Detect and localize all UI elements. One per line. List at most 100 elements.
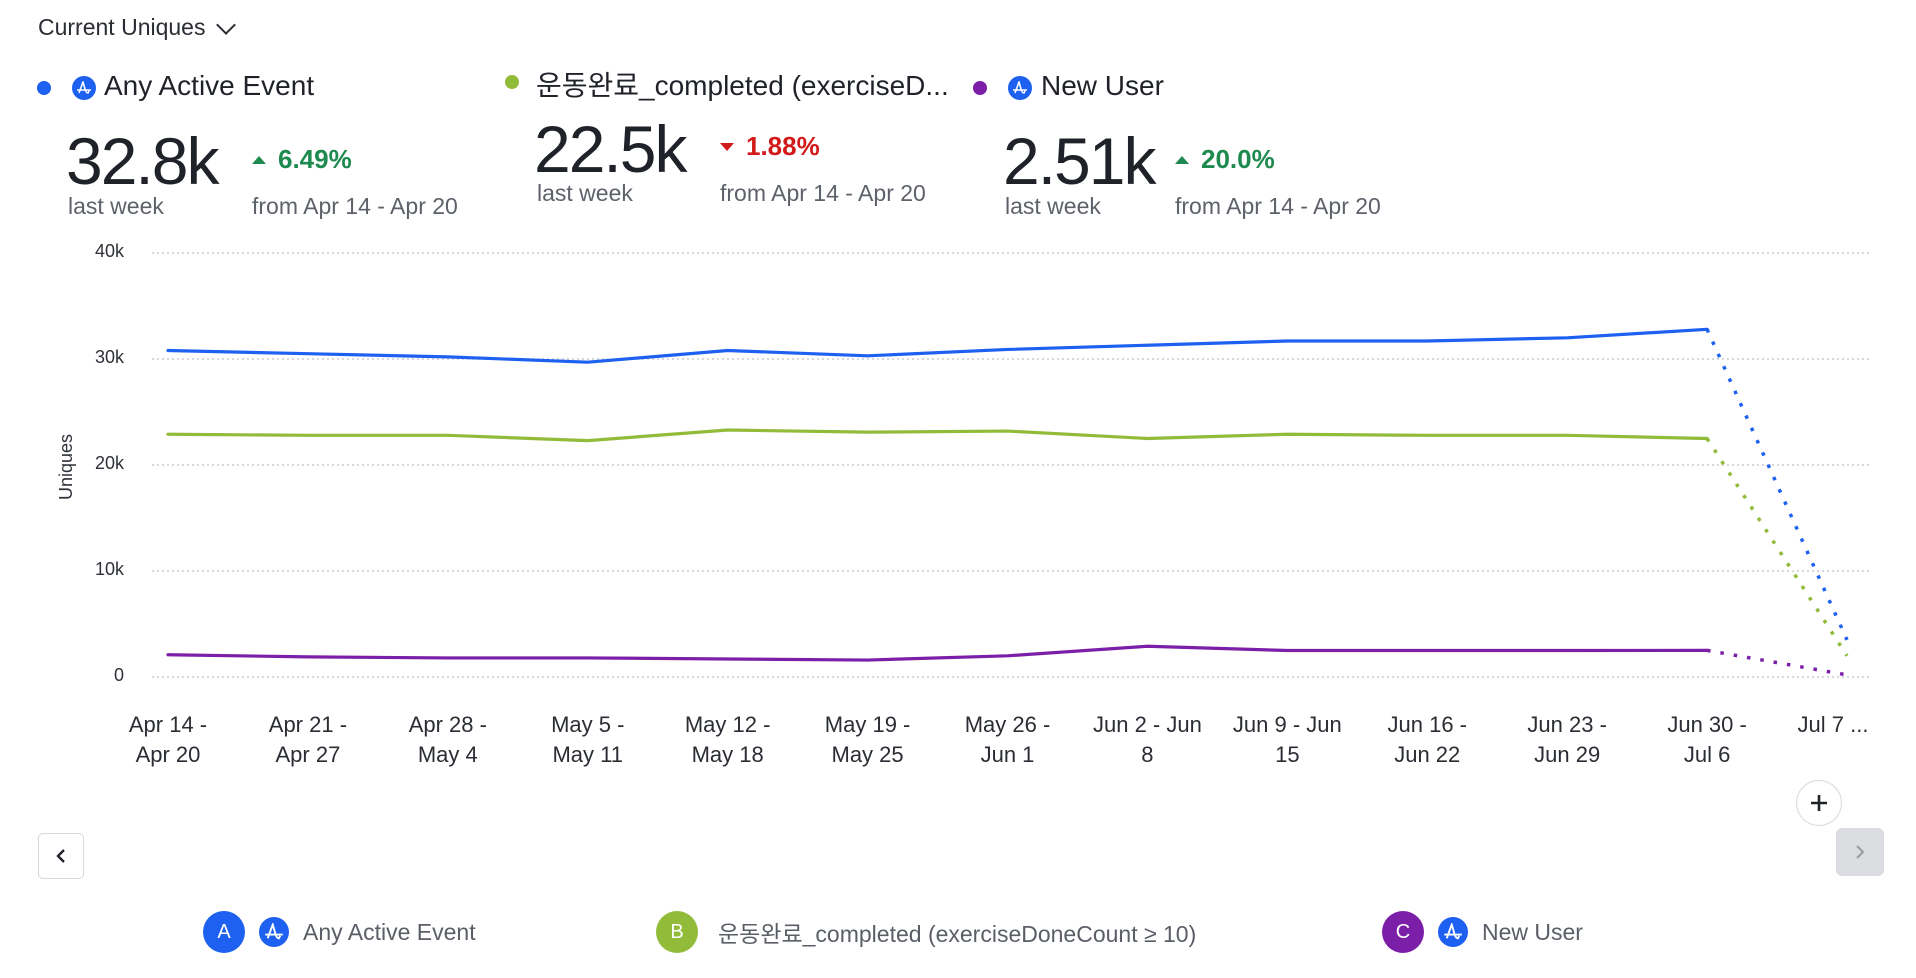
x-tick-label: Jun 30 - Jul 6 — [1667, 712, 1747, 767]
next-page-button[interactable] — [1836, 828, 1884, 876]
data-point[interactable] — [163, 346, 173, 356]
metric-change-value: 1.88% — [746, 131, 820, 161]
x-tick-label: Apr 28 - May 4 — [408, 712, 487, 767]
x-tick-label: Jun 16 - Jun 22 — [1387, 712, 1468, 767]
chevron-right-icon — [1856, 845, 1865, 859]
series-line-2[interactable] — [166, 428, 1709, 443]
arrow-down-icon — [720, 142, 734, 151]
data-point[interactable] — [1562, 646, 1572, 656]
metric-change-value: 6.49% — [278, 144, 352, 174]
y-tick-label: 10k — [94, 559, 124, 579]
legend-badge: A — [203, 911, 245, 953]
metric-period: last week — [537, 180, 633, 206]
data-point[interactable] — [863, 351, 873, 361]
data-point[interactable] — [1003, 651, 1013, 661]
metric-title: Any Active Event — [104, 70, 315, 101]
data-point[interactable] — [1003, 344, 1013, 354]
data-point[interactable] — [443, 430, 453, 440]
data-point[interactable] — [1282, 336, 1292, 346]
data-point[interactable] — [303, 652, 313, 662]
data-point[interactable] — [1282, 646, 1292, 656]
data-point[interactable] — [1842, 651, 1852, 661]
data-point[interactable] — [723, 654, 733, 664]
data-point[interactable] — [1562, 430, 1572, 440]
data-point[interactable] — [1842, 670, 1852, 680]
data-point[interactable] — [163, 650, 173, 660]
data-point[interactable] — [1282, 429, 1292, 439]
data-point[interactable] — [1422, 430, 1432, 440]
x-tick-label: Apr 21 - Apr 27 — [268, 712, 348, 767]
metric-selector-label: Current Uniques — [38, 14, 206, 40]
data-point[interactable] — [1702, 434, 1712, 444]
metric-change: 20.0% — [1175, 144, 1275, 175]
metric-change-value: 20.0% — [1201, 144, 1275, 174]
data-point[interactable] — [583, 653, 593, 663]
add-button[interactable] — [1796, 780, 1842, 826]
x-tick-label: May 26 - Jun 1 — [964, 712, 1051, 767]
metric-value: 22.5k — [534, 112, 687, 186]
legend-label: Any Active Event — [303, 918, 476, 945]
data-point[interactable] — [303, 349, 313, 359]
data-point[interactable] — [1422, 336, 1432, 346]
series-color-dot — [973, 81, 987, 95]
data-point[interactable] — [1562, 333, 1572, 343]
chevron-left-icon — [56, 849, 65, 863]
amplitude-event-icon — [1438, 917, 1468, 947]
metric-value: 32.8k — [66, 124, 219, 198]
data-point[interactable] — [1003, 426, 1013, 436]
data-point[interactable] — [443, 653, 453, 663]
series-projection-1 — [1705, 328, 1849, 641]
data-point[interactable] — [1142, 641, 1152, 651]
metric-period: last week — [68, 193, 164, 219]
x-tick-label: May 12 - May 18 — [684, 712, 771, 767]
x-tick-label: Jun 23 - Jun 29 — [1527, 712, 1607, 767]
data-point[interactable] — [1422, 646, 1432, 656]
data-point[interactable] — [1142, 434, 1152, 444]
arrow-up-icon — [1175, 155, 1189, 164]
series-projection-2 — [1705, 437, 1849, 657]
x-tick-label: May 5 - May 11 — [551, 712, 625, 767]
y-tick-label: 0 — [113, 665, 124, 685]
data-point[interactable] — [1142, 340, 1152, 350]
y-tick-label: 20k — [94, 453, 124, 473]
data-point[interactable] — [1702, 324, 1712, 334]
data-point[interactable] — [163, 429, 173, 439]
data-point[interactable] — [863, 427, 873, 437]
data-point[interactable] — [723, 346, 733, 356]
previous-page-button[interactable] — [38, 833, 84, 879]
legend-item-new-user[interactable]: C New User — [1382, 911, 1583, 953]
metric-period: last week — [1005, 193, 1101, 219]
data-point[interactable] — [583, 357, 593, 367]
data-point[interactable] — [723, 425, 733, 435]
metric-selector-dropdown[interactable]: Current Uniques — [38, 14, 237, 41]
series-projection-3 — [1706, 648, 1848, 677]
metric-change: 1.88% — [720, 131, 820, 162]
x-tick-label: Jul 7 ... — [1797, 712, 1869, 737]
legend-badge: C — [1382, 911, 1424, 953]
y-tick-label: 30k — [94, 347, 124, 367]
data-point[interactable] — [1842, 635, 1852, 645]
data-point[interactable] — [443, 352, 453, 362]
series-color-dot — [505, 75, 519, 89]
x-tick-label: May 19 - May 25 — [824, 712, 911, 767]
x-tick-label: Jun 9 - Jun 15 — [1232, 712, 1342, 767]
metric-change: 6.49% — [252, 144, 352, 175]
series-line-1[interactable] — [166, 327, 1709, 364]
metric-value: 2.51k — [1003, 124, 1156, 198]
legend-item-any-active-event[interactable]: A Any Active Event — [203, 911, 476, 953]
y-tick-label: 40k — [94, 241, 124, 261]
data-point[interactable] — [583, 436, 593, 446]
legend-item-exercise-completed[interactable]: B 운동완료_completed (exerciseDoneCount ≥ 10… — [656, 911, 1196, 953]
metric-title: 운동완료_completed (exerciseD... — [536, 70, 949, 101]
data-point[interactable] — [1702, 645, 1712, 655]
metric-compare: from Apr 14 - Apr 20 — [1175, 193, 1381, 219]
amplitude-event-icon — [1008, 76, 1032, 100]
plus-icon — [1811, 795, 1827, 811]
series-line-3[interactable] — [166, 644, 1709, 662]
metric-compare: from Apr 14 - Apr 20 — [720, 180, 926, 206]
data-point[interactable] — [863, 655, 873, 665]
data-point[interactable] — [303, 430, 313, 440]
legend-label: New User — [1482, 918, 1583, 945]
legend-label: 운동완료_completed (exerciseDoneCount ≥ 10) — [718, 921, 1197, 947]
